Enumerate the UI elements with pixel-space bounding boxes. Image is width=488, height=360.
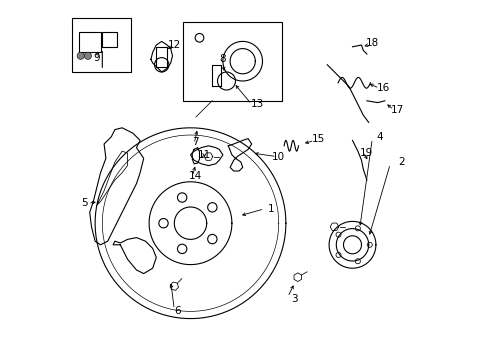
Bar	[72, 18, 131, 72]
Circle shape	[84, 52, 91, 59]
Text: 5: 5	[81, 198, 87, 208]
Text: 17: 17	[390, 105, 403, 115]
Text: 9: 9	[93, 53, 100, 63]
Text: 4: 4	[375, 132, 382, 142]
Text: 3: 3	[291, 294, 298, 304]
Text: 7: 7	[192, 137, 199, 147]
Text: 18: 18	[365, 38, 378, 48]
Bar	[156, 47, 167, 67]
Text: 16: 16	[376, 83, 389, 93]
Text: 19: 19	[360, 148, 373, 158]
Bar	[79, 32, 101, 52]
Text: 12: 12	[167, 40, 181, 50]
Text: 14: 14	[189, 171, 202, 181]
Text: 1: 1	[267, 204, 274, 214]
Text: 13: 13	[250, 99, 263, 109]
Circle shape	[77, 52, 84, 59]
Text: 11: 11	[198, 150, 211, 160]
Text: 10: 10	[272, 152, 285, 162]
Bar	[102, 32, 117, 47]
Text: 6: 6	[174, 306, 181, 316]
Text: 8: 8	[219, 54, 226, 64]
Bar	[183, 22, 282, 101]
Text: 15: 15	[311, 134, 324, 144]
Text: 2: 2	[397, 157, 404, 167]
